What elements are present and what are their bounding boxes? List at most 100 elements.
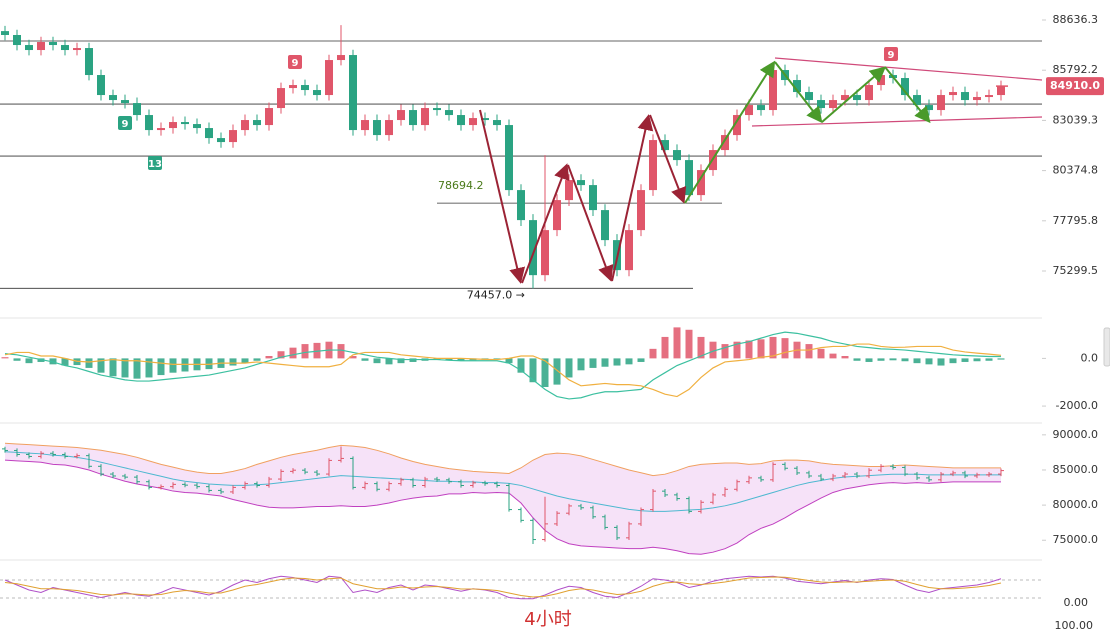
macd-bar [913, 358, 921, 364]
wave-arrow [479, 109, 526, 284]
candle-body [145, 115, 153, 131]
signal-marker: 13 [148, 159, 162, 170]
candle-body [553, 200, 561, 231]
wave-arrow [821, 66, 887, 123]
candle-body [865, 85, 873, 101]
macd-bar [721, 344, 729, 359]
y-tick-label: 0.0 [1081, 351, 1099, 364]
candle-body [205, 128, 213, 139]
macd-bar [853, 358, 861, 361]
candle-body [901, 78, 909, 96]
macd-bar [745, 340, 753, 359]
macd-bar [589, 358, 597, 368]
candle-body [577, 180, 585, 186]
y-tick-label: 88636.3 [1053, 13, 1099, 26]
macd-bar [301, 344, 309, 359]
candle-body [301, 85, 309, 91]
candle-body [325, 60, 333, 96]
macd-bar [541, 358, 549, 387]
signal-marker: 9 [888, 50, 895, 61]
macd-dif [4, 331, 1001, 400]
macd-bar [121, 358, 129, 378]
macd-bar [145, 358, 153, 378]
candle-body [493, 120, 501, 126]
macd-bar [709, 341, 717, 359]
candle-body [637, 190, 645, 231]
macd-bar [901, 358, 909, 362]
candle-body [853, 95, 861, 101]
macd-bar [625, 358, 633, 365]
candle-body [181, 122, 189, 125]
macd-bar [697, 336, 705, 359]
macd-bar [61, 358, 69, 366]
macd-bar [349, 356, 357, 359]
macd-bar [337, 344, 345, 359]
macd-bar [457, 358, 465, 361]
macd-bar [517, 358, 525, 373]
wave-arrow [649, 114, 687, 204]
macd-bar [265, 356, 273, 359]
candle-body [217, 138, 225, 143]
candle-body [505, 125, 513, 191]
macd-bar [97, 358, 105, 373]
stoch-k [4, 575, 1002, 600]
candle-body [817, 100, 825, 109]
candle-body [25, 45, 33, 51]
candles [0, 25, 1042, 289]
candle-body [133, 103, 141, 116]
candle-body [229, 130, 237, 143]
wave-arrow [684, 60, 776, 204]
candle-body [589, 185, 597, 211]
macd-bar [661, 336, 669, 359]
macd-bar [13, 358, 21, 361]
y-tick-label: 85000.0 [1053, 463, 1099, 476]
candle-body [373, 120, 381, 136]
candle-body [661, 140, 669, 151]
macd-bar [973, 358, 981, 362]
signal-marker: 9 [292, 58, 299, 69]
candle-body [925, 105, 933, 111]
candle-body [757, 105, 765, 111]
macd-bar [961, 358, 969, 362]
macd-bar [817, 348, 825, 359]
candle-body [361, 120, 369, 131]
macd-bar [733, 341, 741, 359]
candle-body [1, 31, 9, 36]
interval-label: 4小时 [524, 609, 571, 630]
zigzag-red [479, 109, 687, 284]
y-tick-label: 75000.0 [1053, 533, 1099, 546]
macd-bar [997, 358, 1005, 360]
candle-body [409, 110, 417, 126]
y-tick-label: 85792.2 [1053, 63, 1099, 76]
candle-body [241, 120, 249, 131]
y-tick-label: 75299.5 [1053, 264, 1099, 277]
candle-body [685, 160, 693, 196]
macd-bar [529, 358, 537, 383]
candle-body [805, 92, 813, 101]
macd-bar [385, 358, 393, 365]
candle-body [937, 95, 945, 111]
macd-bar [373, 358, 381, 364]
macd-bar [277, 351, 285, 359]
candle-body [97, 75, 105, 96]
candle-body [61, 45, 69, 51]
trend-line [774, 57, 1043, 81]
macd-bar [841, 356, 849, 359]
candle-body [997, 86, 1005, 96]
macd-bar [253, 358, 261, 361]
candle-body [265, 108, 273, 126]
macd-bar [877, 358, 885, 361]
band-fill [5, 443, 1001, 555]
candle-body [601, 210, 609, 241]
macd-bar [985, 358, 993, 361]
macd-bar [757, 339, 765, 359]
wave-arrow [567, 164, 614, 282]
macd-bar [361, 358, 369, 361]
macd-bar [649, 348, 657, 359]
candle-body [109, 95, 117, 101]
signal-marker-box [884, 47, 898, 61]
side-handle[interactable] [1103, 327, 1110, 367]
stoch-d [4, 576, 1002, 598]
signal-marker: 9 [122, 119, 129, 130]
